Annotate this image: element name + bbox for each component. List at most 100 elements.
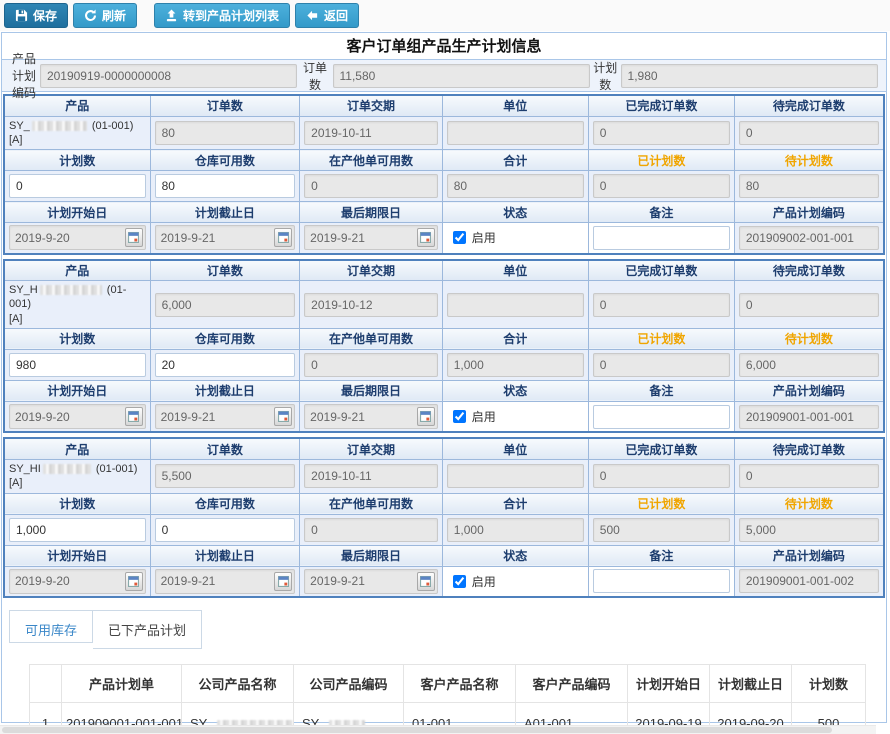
- col-label-remark: 备注: [587, 544, 735, 567]
- start-date-picker: [9, 568, 146, 594]
- order-due-field: [304, 120, 438, 145]
- col-label-unit: 单位: [441, 437, 589, 460]
- col-label-warehouse: 仓库可用数: [149, 149, 301, 172]
- redacted-text: [31, 120, 87, 131]
- enabled-label: 启用: [471, 410, 496, 425]
- status-enabled: 启用: [447, 573, 584, 590]
- deadline-date-input: [305, 570, 417, 593]
- page-title: 客户订单组产品生产计划信息: [2, 33, 886, 60]
- order-qty-label: 订单数: [302, 60, 327, 92]
- warehouse-qty-input[interactable]: [154, 517, 296, 542]
- other-order-qty-field: [304, 352, 438, 377]
- product-plan-block-1: 产品 订单数 订单交期 单位 已完成订单数 待完成订单数 SY_ (01-001…: [3, 94, 885, 255]
- save-button[interactable]: 保存: [4, 3, 69, 28]
- enabled-checkbox[interactable]: [452, 574, 466, 588]
- col-label-status: 状态: [441, 544, 589, 567]
- col-label-planned: 已计划数: [587, 492, 735, 515]
- col-customer-product-name: 客户产品名称: [403, 664, 516, 704]
- col-plan-start: 计划开始日: [627, 664, 710, 704]
- tab-available-inventory[interactable]: 可用库存: [9, 610, 94, 644]
- col-plan-end: 计划截止日: [709, 664, 792, 704]
- end-date-input: [155, 405, 275, 428]
- upload-icon: [165, 9, 178, 22]
- end-date-picker: [154, 225, 296, 251]
- total-qty-field: [446, 517, 584, 542]
- calendar-icon-button[interactable]: [124, 571, 143, 591]
- enabled-checkbox[interactable]: [452, 231, 466, 245]
- col-label-start-date: 计划开始日: [3, 544, 151, 567]
- total-qty-field: [446, 174, 584, 199]
- col-label-warehouse: 仓库可用数: [149, 492, 301, 515]
- col-label-other-order: 在产他单可用数: [299, 327, 443, 350]
- scrollbar-thumb[interactable]: [2, 727, 832, 733]
- unit-field: [446, 292, 584, 317]
- col-label-plan-qty: 计划数: [3, 149, 151, 172]
- col-plan-order: 产品计划单: [61, 664, 182, 704]
- col-label-total: 合计: [441, 149, 589, 172]
- planned-qty-field: [592, 174, 730, 199]
- col-label-status: 状态: [441, 201, 589, 224]
- warehouse-qty-input[interactable]: [154, 174, 296, 199]
- status-enabled: 启用: [447, 229, 584, 246]
- col-label-remark: 备注: [587, 201, 735, 224]
- col-label-product: 产品: [3, 437, 151, 460]
- calendar-icon-button[interactable]: [124, 228, 143, 248]
- col-label-other-order: 在产他单可用数: [299, 492, 443, 515]
- deadline-date-picker: [304, 225, 438, 251]
- order-due-field: [304, 464, 438, 489]
- plan-qty-input[interactable]: [9, 174, 146, 199]
- redacted-text: [328, 719, 365, 730]
- refresh-button[interactable]: 刷新: [73, 3, 138, 28]
- remark-input[interactable]: [592, 569, 730, 594]
- goto-plan-list-button[interactable]: 转到产品计划列表: [154, 3, 291, 28]
- col-label-completed: 已完成订单数: [587, 94, 735, 117]
- calendar-icon-button[interactable]: [416, 228, 435, 248]
- plan-code-field: [738, 225, 879, 250]
- col-label-order-qty: 订单数: [149, 94, 301, 117]
- start-date-picker: [9, 225, 146, 251]
- calendar-icon-button[interactable]: [274, 571, 293, 591]
- col-company-product-name: 公司产品名称: [181, 664, 294, 704]
- col-label-start-date: 计划开始日: [3, 201, 151, 224]
- col-label-order-due: 订单交期: [299, 437, 443, 460]
- unit-field: [446, 120, 584, 145]
- refresh-icon: [84, 9, 97, 22]
- remark-input[interactable]: [592, 225, 730, 250]
- back-button[interactable]: 返回: [295, 3, 360, 28]
- col-label-planned: 已计划数: [587, 149, 735, 172]
- col-label-planned: 已计划数: [587, 327, 735, 350]
- calendar-icon-button[interactable]: [416, 407, 435, 427]
- order-qty-field: [154, 292, 296, 317]
- calendar-icon-button[interactable]: [274, 228, 293, 248]
- calendar-icon-button[interactable]: [274, 407, 293, 427]
- end-date-input: [155, 570, 275, 593]
- col-label-unit: 单位: [441, 94, 589, 117]
- start-date-input: [10, 570, 125, 593]
- horizontal-scrollbar[interactable]: [0, 725, 876, 734]
- col-label-order-due: 订单交期: [299, 259, 443, 282]
- col-label-unit: 单位: [441, 259, 589, 282]
- deadline-date-picker: [304, 568, 438, 594]
- plan-code-field: [738, 404, 879, 429]
- end-date-picker: [154, 568, 296, 594]
- tab-placed-product-plans[interactable]: 已下产品计划: [93, 610, 203, 650]
- plan-code-input: [39, 63, 298, 88]
- enabled-checkbox[interactable]: [452, 410, 466, 424]
- plan-qty-input[interactable]: [9, 517, 146, 542]
- order-due-field: [304, 292, 438, 317]
- calendar-icon-button[interactable]: [124, 407, 143, 427]
- plan-qty-input[interactable]: [9, 352, 146, 377]
- col-label-order-qty: 订单数: [149, 437, 301, 460]
- calendar-icon-button[interactable]: [416, 571, 435, 591]
- plan-code-label: 产品计划编码: [12, 52, 37, 100]
- deadline-date-input: [305, 226, 417, 249]
- col-label-deadline: 最后期限日: [299, 379, 443, 402]
- warehouse-qty-input[interactable]: [154, 352, 296, 377]
- bottom-tabs: 可用库存 已下产品计划: [9, 610, 886, 650]
- col-label-end-date: 计划截止日: [149, 379, 301, 402]
- back-label: 返回: [324, 9, 349, 23]
- remark-input[interactable]: [592, 404, 730, 429]
- col-label-end-date: 计划截止日: [149, 544, 301, 567]
- pending-qty-field: [738, 464, 879, 489]
- refresh-label: 刷新: [102, 9, 127, 23]
